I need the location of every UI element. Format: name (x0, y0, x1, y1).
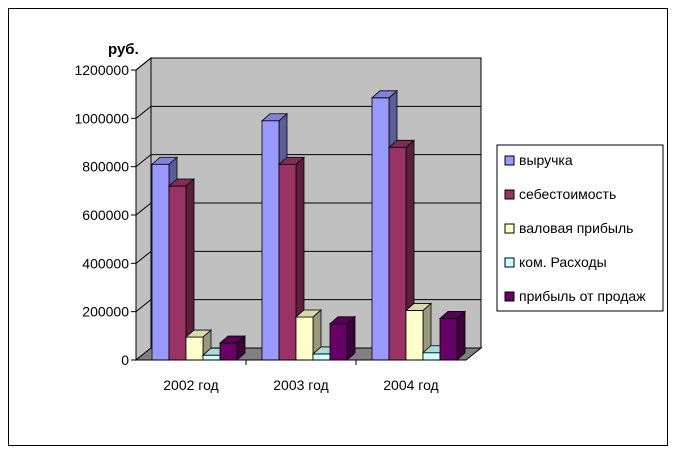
bar-top (404, 303, 433, 311)
legend-swatch (504, 155, 515, 166)
bar-side (456, 310, 466, 361)
gridline-side (135, 154, 152, 168)
bar-front (405, 310, 424, 361)
bar-front (261, 120, 280, 361)
bar-top (294, 309, 323, 318)
bar-front (202, 354, 221, 361)
bar-front (388, 146, 407, 361)
bar (294, 309, 323, 361)
bar-front (168, 185, 187, 361)
legend-box (496, 144, 664, 312)
bar-top (260, 113, 289, 122)
legend-swatch (504, 257, 515, 268)
bar-top (167, 178, 196, 187)
bar-top (438, 311, 467, 319)
chart-gridlines (135, 57, 481, 313)
bar-top (370, 90, 399, 99)
legend-label: прибыль от продаж (519, 288, 646, 304)
bar-top (184, 329, 213, 338)
bar-front (439, 318, 458, 361)
y-unit-label: руб. (108, 41, 139, 58)
legend-label: выручка (519, 152, 573, 168)
bar-front (371, 97, 390, 361)
gridline-side (135, 299, 152, 313)
gridline-side (135, 250, 152, 264)
x-tick-label: 2002 год (163, 377, 218, 393)
legend-label: валовая прибыль (519, 220, 633, 236)
bar-front (329, 323, 348, 361)
bar-top (328, 316, 357, 325)
legend: выручка себестоимость валовая прибыль ком. … (496, 144, 664, 312)
y-tick-label: 1000000 (74, 110, 129, 126)
y-tick-label: 200000 (82, 304, 129, 320)
gridline-side (135, 202, 152, 216)
gridline-side (135, 57, 152, 71)
x-tick-label: 2004 год (383, 377, 438, 393)
bar-front (312, 353, 331, 361)
legend-swatch (504, 223, 515, 234)
y-tick-label: 0 (121, 352, 129, 368)
bar-front (278, 163, 297, 361)
legend-swatch (504, 189, 515, 200)
bar-top (150, 156, 179, 165)
bar-top (387, 139, 416, 148)
y-tick-label: 400000 (82, 255, 129, 271)
bar (167, 178, 196, 361)
bar (184, 329, 213, 361)
legend-label: ком. Расходы (519, 254, 607, 270)
chart-axes: 0 200000 400000 600000 800000 1000000 1200000 2… (74, 62, 466, 393)
bar-top (277, 156, 306, 165)
y-tick-label: 800000 (82, 159, 129, 175)
bar-front (295, 316, 314, 361)
chart-bars (150, 89, 467, 361)
legend-swatch (504, 291, 515, 302)
bar-top (218, 335, 247, 344)
y-tick-label: 600000 (82, 207, 129, 223)
bar (438, 310, 467, 361)
bar-front (185, 336, 204, 361)
bar (218, 335, 247, 361)
gridline-side (135, 105, 152, 119)
bar-front (151, 163, 170, 361)
bar-side (346, 315, 356, 361)
y-tick-label: 1200000 (74, 62, 129, 78)
bar (277, 156, 306, 361)
x-tick-label: 2003 год (273, 377, 328, 393)
legend-label: себестоимость (519, 186, 616, 202)
bar-front (422, 352, 441, 361)
bar (328, 315, 357, 361)
bar-front (219, 342, 238, 361)
bar (404, 302, 433, 361)
